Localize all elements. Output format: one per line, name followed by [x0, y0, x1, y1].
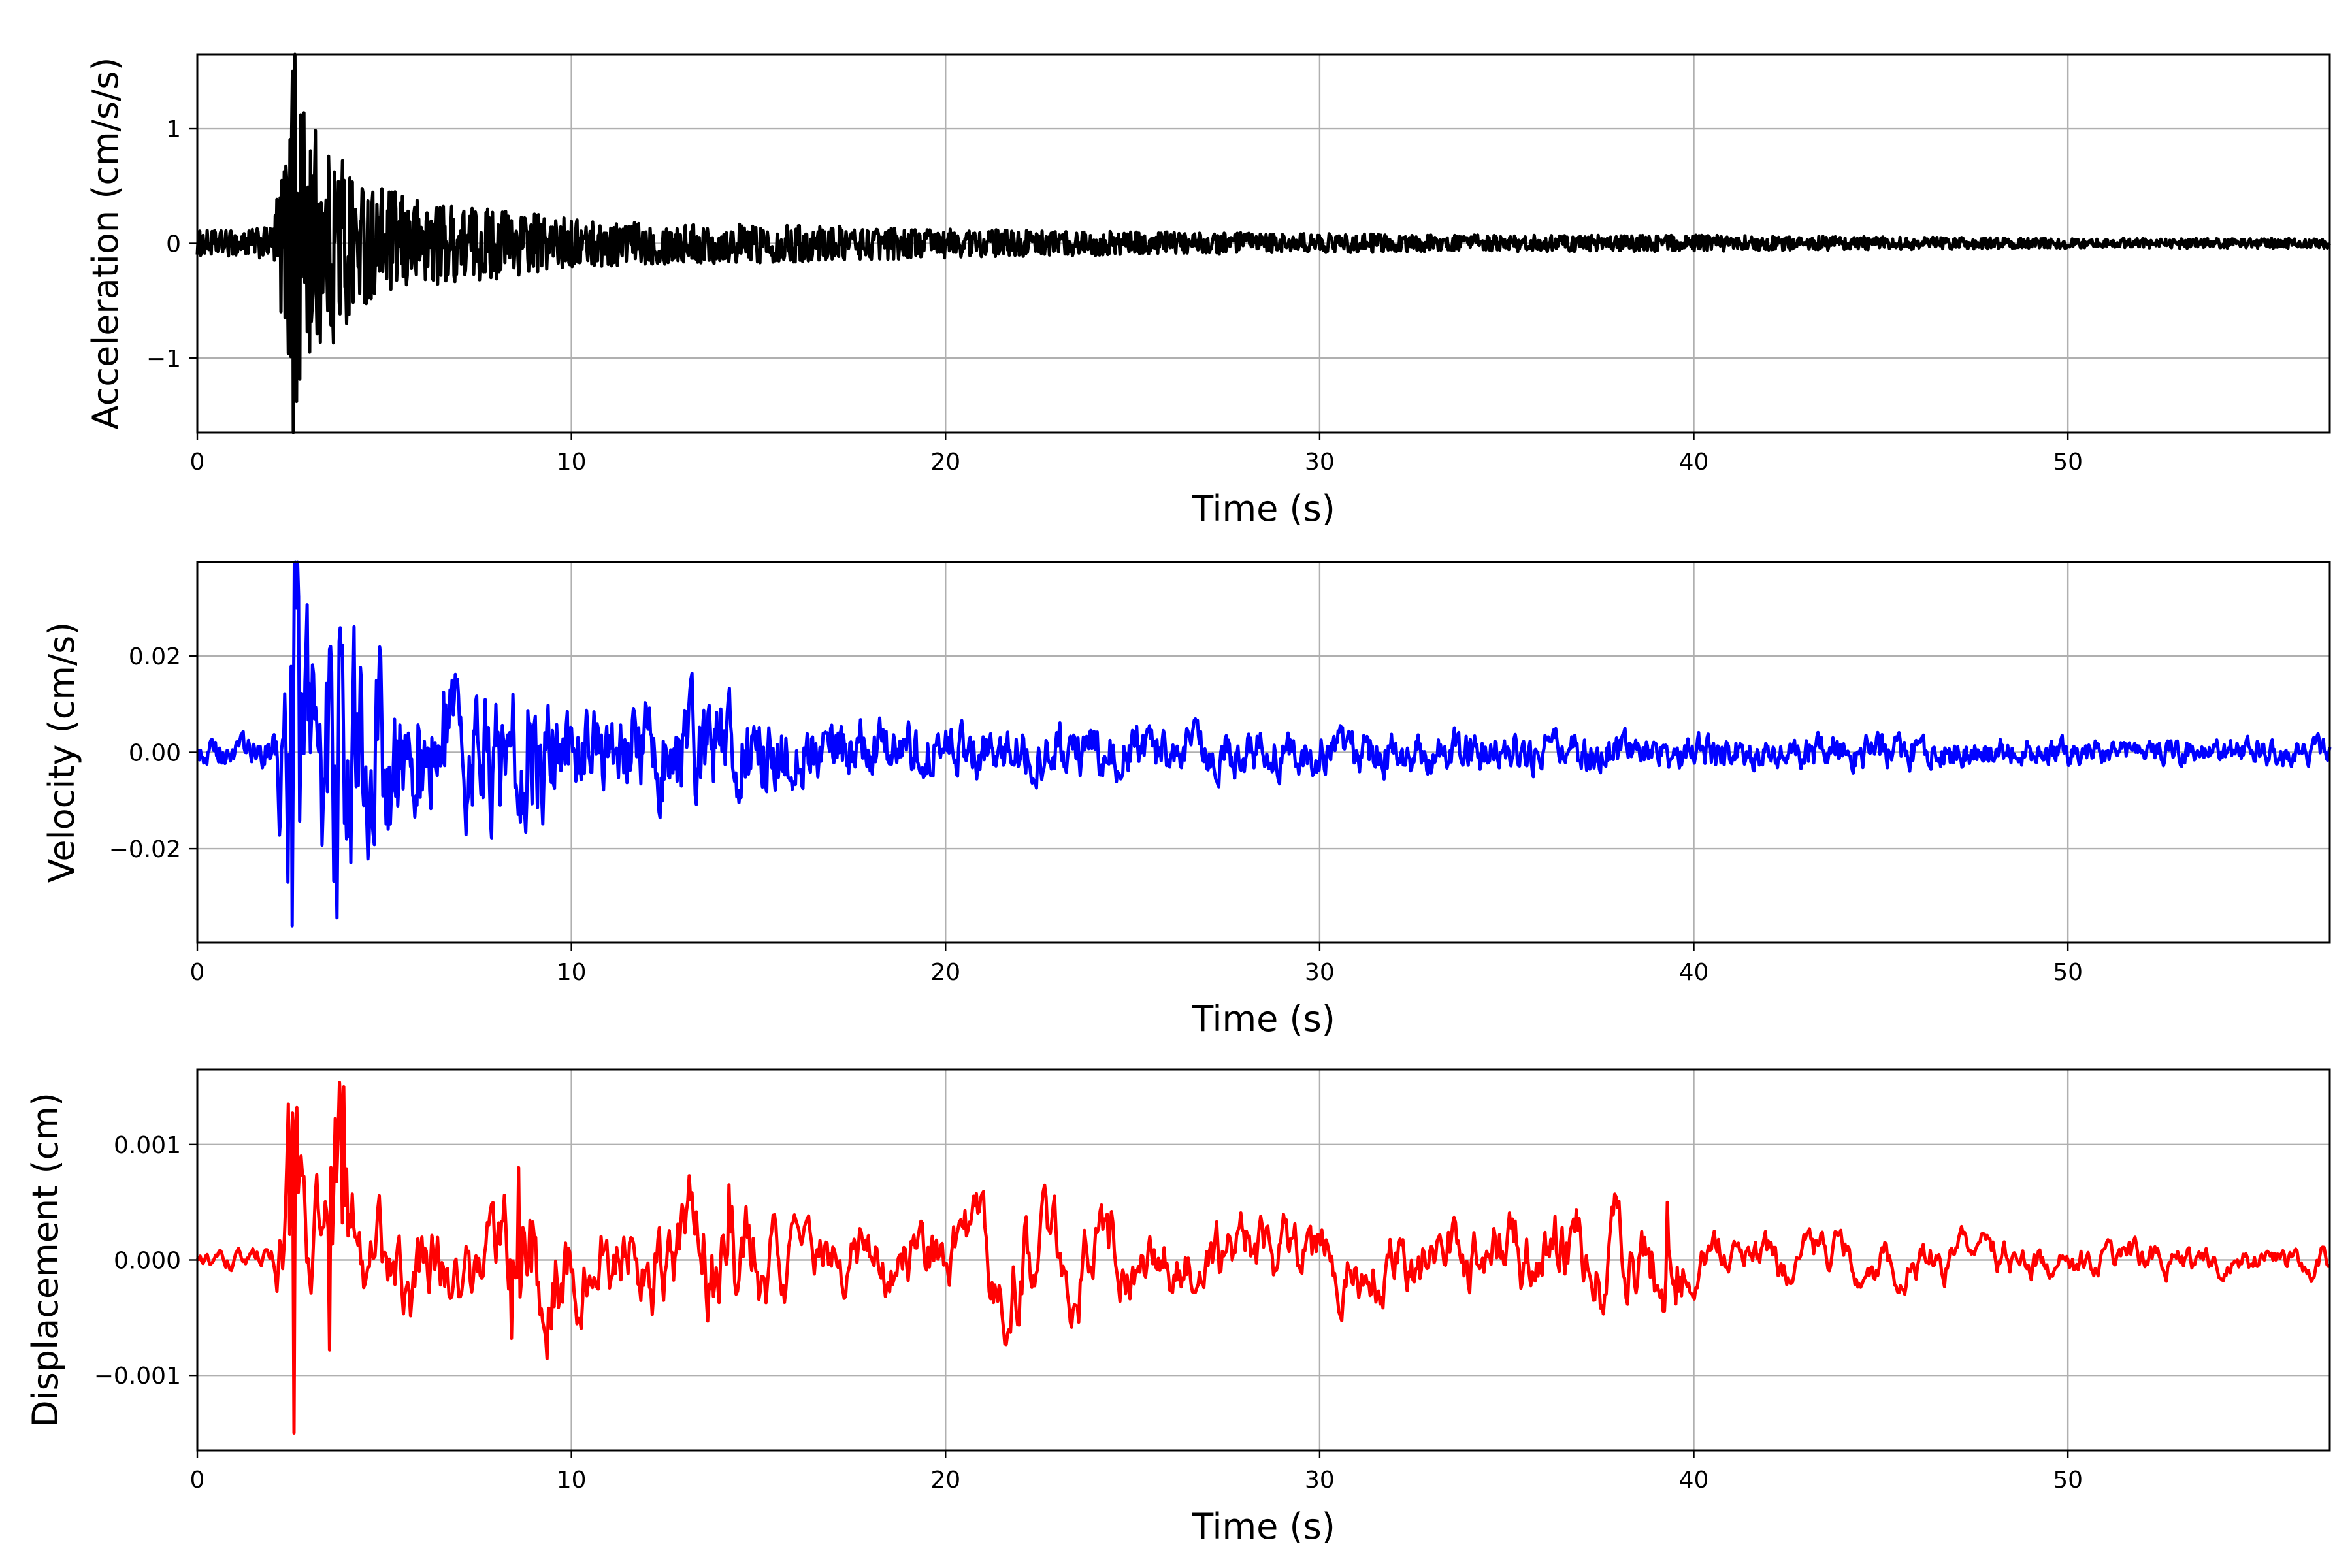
velocity-xtick-label-5: 50 [2053, 959, 2083, 986]
acceleration-series-line [195, 52, 2332, 434]
acceleration-ytick-label-0: −1 [146, 346, 181, 372]
velocity-xtick-label-4: 40 [1679, 959, 1709, 986]
displacement-xtick-label-0: 0 [190, 1467, 205, 1494]
velocity-ylabel: Velocity (cm/s) [41, 622, 82, 883]
displacement-xtick-label-5: 50 [2053, 1467, 2083, 1494]
velocity-series-line [195, 560, 2332, 928]
acceleration-xtick-label-3: 30 [1305, 449, 1335, 476]
displacement-ylabel: Displacement (cm) [25, 1092, 66, 1428]
velocity-xtick-label-0: 0 [190, 959, 205, 986]
acceleration-xtick-label-4: 40 [1679, 449, 1709, 476]
displacement-panel: 0 10 20 30 40 50 −0.001 0.000 0.001 Time (s) Displ… [25, 1068, 2331, 1547]
velocity-xtick-label-1: 10 [557, 959, 587, 986]
displacement-series-line [195, 1081, 2331, 1435]
displacement-xtick-label-2: 20 [930, 1467, 960, 1494]
velocity-ytick-label-1: 0.00 [129, 740, 181, 767]
velocity-panel: 0 10 20 30 40 50 −0.02 0.00 0.02 Time (s) Velocity… [41, 560, 2332, 1039]
acceleration-xtick-label-1: 10 [557, 449, 587, 476]
velocity-xlabel: Time (s) [1191, 998, 1335, 1039]
acceleration-panel: 0 10 20 30 40 50 −1 0 1 Time (s) Acceleration (cm/… [85, 52, 2332, 529]
velocity-xtick-label-3: 30 [1305, 959, 1335, 986]
acceleration-xtick-label-5: 50 [2053, 449, 2083, 476]
acceleration-ytick-label-1: 0 [166, 231, 181, 258]
displacement-xtick-label-4: 40 [1679, 1467, 1709, 1494]
acceleration-ytick-label-2: 1 [166, 116, 181, 143]
displacement-ytick-label-0: −0.001 [94, 1363, 181, 1390]
velocity-xtick-label-2: 20 [930, 959, 960, 986]
acceleration-xtick-label-0: 0 [190, 449, 205, 476]
acceleration-ylabel: Acceleration (cm/s/s) [85, 57, 126, 430]
acceleration-xtick-label-2: 20 [930, 449, 960, 476]
velocity-ytick-label-2: 0.02 [129, 644, 181, 670]
acceleration-xlabel: Time (s) [1191, 488, 1335, 529]
velocity-ytick-label-0: −0.02 [109, 836, 181, 863]
displacement-xtick-label-1: 10 [557, 1467, 587, 1494]
displacement-xtick-label-3: 30 [1305, 1467, 1335, 1494]
displacement-ytick-label-1: 0.000 [114, 1248, 181, 1275]
displacement-ytick-label-2: 0.001 [114, 1132, 181, 1159]
displacement-xlabel: Time (s) [1191, 1506, 1335, 1547]
